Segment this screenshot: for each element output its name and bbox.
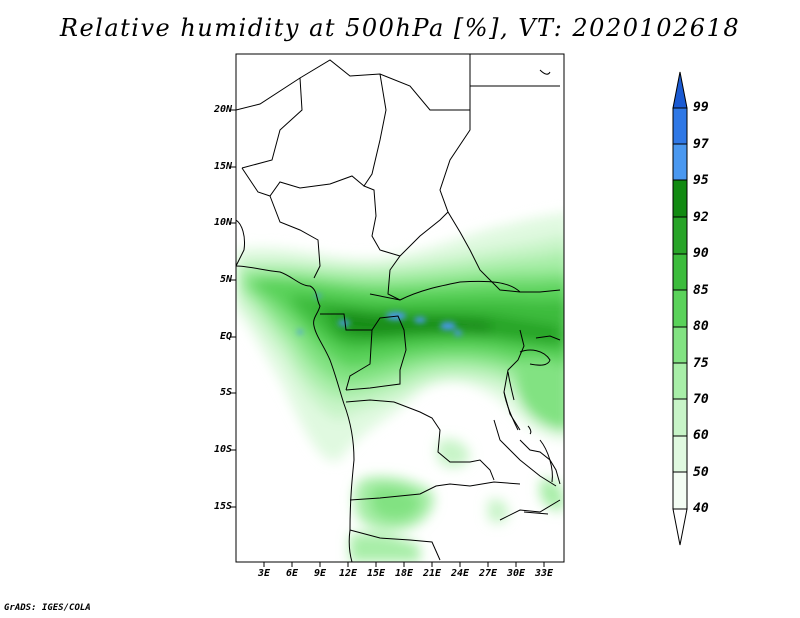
chart-title: Relative humidity at 500hPa [%], VT: 202… [59,14,741,42]
colorbar-label: 80 [693,319,709,334]
colorbar-label: 97 [693,137,709,152]
lat-label: 15N [213,161,232,172]
lat-label: 10S [213,444,232,455]
colorbar-label: 95 [693,173,709,188]
colorbar-label: 99 [693,100,709,115]
lat-label: 10N [213,217,232,228]
colorbar-label: 90 [693,246,709,261]
colorbar-label: 50 [693,465,709,480]
colorbar-top-arrow [672,71,688,109]
lon-label: 27E [478,568,498,579]
colorbar [672,71,688,546]
lat-label: EQ [219,331,232,342]
colorbar-label: 75 [693,356,709,371]
lon-label: 9E [313,568,327,579]
lon-label: 12E [338,568,358,579]
colorbar-label: 60 [693,428,709,443]
lon-label: 6E [285,568,299,579]
lat-label: 15S [213,501,232,512]
lat-ticks [231,109,236,508]
lon-label: 15E [366,568,386,579]
lon-label: 33E [534,568,554,579]
country-borders [236,54,561,562]
colorbar-label: 85 [693,283,709,298]
lon-label: 21E [422,568,442,579]
colorbar-bottom-arrow [672,508,688,546]
colorbar-label: 92 [693,210,709,225]
credit-text: GrADS: IGES/COLA [4,603,91,613]
lon-label: 24E [450,568,470,579]
lon-label: 30E [506,568,526,579]
lon-label: 18E [394,568,414,579]
map-frame [235,53,565,563]
lon-label: 3E [257,568,271,579]
lon-ticks [263,562,545,567]
lat-label: 20N [213,104,232,115]
colorbar-label: 40 [693,501,709,516]
colorbar-label: 70 [693,392,709,407]
lat-label: 5N [219,274,232,285]
lat-label: 5S [219,387,232,398]
